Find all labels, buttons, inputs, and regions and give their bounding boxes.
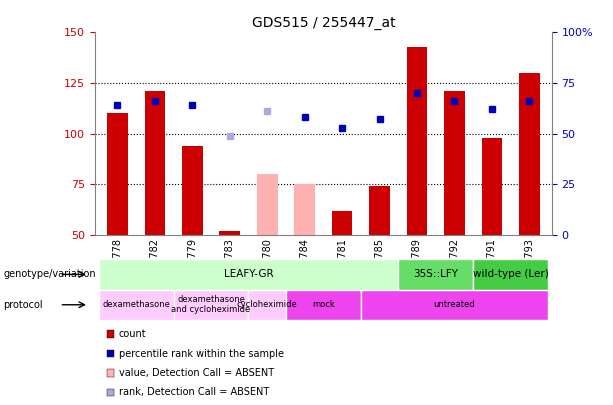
Bar xyxy=(473,259,548,290)
Text: wild-type (Ler): wild-type (Ler) xyxy=(473,269,549,279)
Bar xyxy=(107,113,128,235)
Bar xyxy=(248,290,286,320)
Bar xyxy=(286,290,361,320)
Text: 35S::LFY: 35S::LFY xyxy=(413,269,458,279)
Bar xyxy=(145,91,165,235)
Text: percentile rank within the sample: percentile rank within the sample xyxy=(119,349,284,358)
Text: protocol: protocol xyxy=(3,300,43,310)
Bar xyxy=(444,91,465,235)
Bar xyxy=(398,259,473,290)
Text: untreated: untreated xyxy=(433,300,475,309)
Text: dexamethasone
and cycloheximide: dexamethasone and cycloheximide xyxy=(172,295,251,314)
Bar xyxy=(519,73,539,235)
Bar xyxy=(219,231,240,235)
Text: cycloheximide: cycloheximide xyxy=(237,300,297,309)
Bar xyxy=(294,184,315,235)
Bar xyxy=(99,259,398,290)
Bar xyxy=(361,290,548,320)
Bar xyxy=(182,146,203,235)
Bar xyxy=(257,174,278,235)
Bar xyxy=(406,47,427,235)
Bar xyxy=(99,290,173,320)
Text: mock: mock xyxy=(312,300,335,309)
Text: LEAFY-GR: LEAFY-GR xyxy=(224,269,273,279)
Text: count: count xyxy=(119,329,147,339)
Title: GDS515 / 255447_at: GDS515 / 255447_at xyxy=(251,16,395,30)
Bar xyxy=(369,186,390,235)
Bar xyxy=(482,138,502,235)
Text: rank, Detection Call = ABSENT: rank, Detection Call = ABSENT xyxy=(119,388,269,397)
Bar xyxy=(173,290,248,320)
Text: genotype/variation: genotype/variation xyxy=(3,269,96,279)
Bar xyxy=(332,211,352,235)
Text: dexamethasone: dexamethasone xyxy=(102,300,170,309)
Text: value, Detection Call = ABSENT: value, Detection Call = ABSENT xyxy=(119,368,274,378)
